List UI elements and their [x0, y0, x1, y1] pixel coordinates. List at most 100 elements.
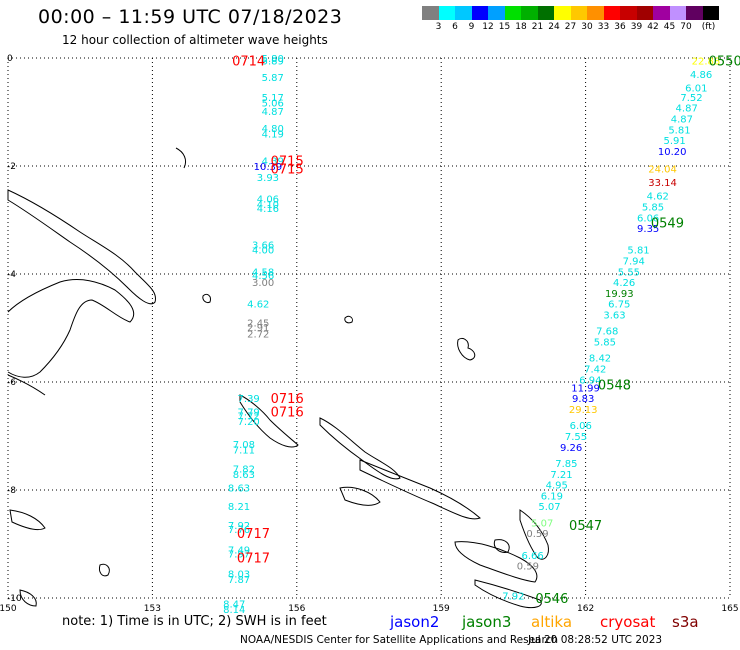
- swh-value: 8.47: [223, 599, 245, 610]
- swh-value: 4.58: [252, 267, 274, 278]
- y-tick-label: 0: [7, 54, 13, 64]
- x-tick-label: 159: [433, 604, 450, 614]
- pass-time-label: 0717: [237, 527, 270, 542]
- pass-time-label: 0717: [237, 552, 270, 567]
- swh-value: 3.93: [257, 173, 279, 184]
- pass-time-label: 0548: [598, 379, 631, 394]
- generation-timestamp: Jul 20 08:28:52 UTC 2023: [528, 634, 663, 646]
- coastline-choiseul: [319, 417, 401, 480]
- swh-value: 4.10: [257, 200, 279, 211]
- x-tick-label: 156: [288, 604, 305, 614]
- swh-value: 5.17: [262, 93, 284, 104]
- mission-legend-cryosat: cryosat: [600, 613, 656, 631]
- graticule-grid: [7, 57, 731, 599]
- swh-value: 7.68: [596, 327, 618, 338]
- color-swatch: [669, 6, 686, 20]
- swh-value: 6.19: [541, 491, 563, 502]
- swh-value: 33.14: [648, 178, 677, 189]
- swh-value: 0.59: [517, 562, 539, 573]
- mission-legend-jason3: jason3: [462, 613, 512, 631]
- swh-value: 5.80: [262, 54, 284, 65]
- swh-value: 9.83: [572, 394, 594, 405]
- swh-value: 7.08: [233, 440, 255, 451]
- color-scale-label: 39: [630, 22, 643, 32]
- swh-value: 10.20: [658, 147, 687, 158]
- map-subtitle: 12 hour collection of altimeter wave hei…: [62, 33, 328, 47]
- y-tick-label: -6: [7, 378, 16, 388]
- swh-value: 6.01: [685, 84, 707, 95]
- coastlines: [7, 147, 549, 609]
- swh-value: 4.06: [257, 194, 279, 205]
- coastline-new-georgia: [339, 486, 381, 506]
- x-tick-label: 165: [721, 604, 738, 614]
- mission-legend-jason2: jason2: [390, 613, 440, 631]
- color-scale-label: 36: [614, 22, 626, 32]
- swh-value: 4.95: [546, 481, 568, 492]
- coastline-ontong: [457, 337, 476, 361]
- swh-value: 4.87: [671, 114, 693, 125]
- swh-value: 0.59: [526, 529, 548, 540]
- pass-time-label: 0549: [651, 217, 684, 232]
- swh-value: 9.35: [637, 224, 659, 235]
- swh-value: 4.56: [252, 271, 274, 282]
- swh-value: 5.87: [262, 73, 284, 84]
- color-scale-label: 18: [515, 22, 527, 32]
- swh-value: 8.63: [228, 483, 250, 494]
- color-swatch: [471, 6, 488, 20]
- swh-value: 5.81: [668, 125, 690, 136]
- y-tick-label: -10: [7, 594, 22, 604]
- coastline-san-cristobal: [474, 579, 542, 609]
- swh-value: 7.82: [233, 464, 255, 475]
- x-tick-label: 162: [577, 604, 594, 614]
- swh-value: 7.11: [233, 446, 255, 457]
- swh-value: 8.14: [223, 605, 245, 616]
- swh-value: 8.42: [589, 354, 611, 365]
- color-swatch: [620, 6, 637, 20]
- swh-value: 3.00: [252, 278, 274, 289]
- coastline-island-e: [9, 509, 46, 531]
- swh-value: 7.92: [502, 591, 524, 602]
- color-scale-label: 15: [498, 22, 511, 32]
- color-scale-label: 9: [468, 22, 475, 32]
- color-scale-bar: [422, 6, 719, 20]
- coastline-island-b: [175, 147, 187, 169]
- color-scale-label: 3: [435, 22, 442, 32]
- mission-legend-s3a: s3a: [672, 613, 699, 631]
- swh-value: 7.42: [584, 365, 606, 376]
- coastline-island-a: [7, 374, 46, 396]
- pass-time-label: 0716: [271, 406, 304, 421]
- swh-value: 3.66: [252, 240, 274, 251]
- x-tick-label: 150: [0, 604, 17, 614]
- color-swatch: [636, 6, 653, 20]
- color-scale-label: 27: [564, 22, 577, 32]
- swh-value: 6.06: [570, 421, 592, 432]
- color-scale-labels: 3 6 9 12 15 18 21 24 27 30 33 36 39 42 45 70 (ft): [422, 22, 740, 34]
- color-swatch: [554, 6, 571, 20]
- color-scale-label: (ft): [701, 22, 716, 32]
- color-scale-label: 24: [548, 22, 560, 32]
- swh-value: 4.86: [690, 70, 712, 81]
- pass-time-label: 0716: [271, 392, 304, 407]
- coastline-new-britain: [7, 279, 135, 378]
- swh-value: 7.97: [228, 550, 250, 561]
- swh-value: 5.06: [262, 98, 284, 109]
- y-tick-label: -4: [7, 270, 16, 280]
- coastline-island-f: [99, 563, 110, 577]
- swh-value: 5.55: [618, 267, 640, 278]
- y-tick-label: -8: [7, 486, 16, 496]
- color-scale-label: 21: [531, 22, 544, 32]
- swh-value: 6.66: [522, 551, 544, 562]
- pass-time-label: 0550: [709, 55, 740, 70]
- color-scale-label: 12: [482, 22, 494, 32]
- swh-value: 7.85: [555, 459, 577, 470]
- swh-value: 7.94: [623, 257, 645, 268]
- color-swatch: [422, 6, 439, 20]
- pass-time-label: 0546: [535, 592, 568, 607]
- color-swatch: [537, 6, 554, 20]
- swh-value: 2.91: [247, 323, 269, 334]
- color-scale-label: 45: [663, 22, 676, 32]
- swh-value: 7.39: [238, 394, 260, 405]
- swh-value: 8.63: [233, 470, 255, 481]
- swh-value: 22.88: [692, 57, 721, 68]
- color-scale-label: 70: [680, 22, 692, 32]
